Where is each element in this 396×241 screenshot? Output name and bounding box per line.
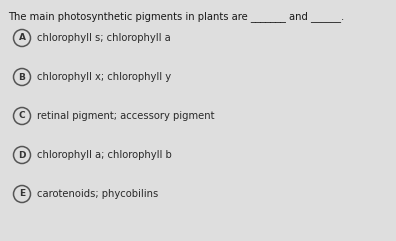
Circle shape (13, 68, 30, 86)
Text: chlorophyll x; chlorophyll y: chlorophyll x; chlorophyll y (37, 72, 171, 82)
Text: D: D (18, 150, 26, 160)
Circle shape (13, 186, 30, 202)
Circle shape (13, 29, 30, 47)
Text: chlorophyll a; chlorophyll b: chlorophyll a; chlorophyll b (37, 150, 172, 160)
Circle shape (13, 107, 30, 125)
Text: chlorophyll s; chlorophyll a: chlorophyll s; chlorophyll a (37, 33, 171, 43)
Text: retinal pigment; accessory pigment: retinal pigment; accessory pigment (37, 111, 215, 121)
Text: carotenoids; phycobilins: carotenoids; phycobilins (37, 189, 158, 199)
Text: C: C (19, 112, 25, 120)
Text: B: B (19, 73, 25, 81)
Text: E: E (19, 189, 25, 199)
Circle shape (13, 147, 30, 163)
Text: The main photosynthetic pigments in plants are _______ and ______.: The main photosynthetic pigments in plan… (8, 11, 344, 22)
Text: A: A (19, 33, 25, 42)
